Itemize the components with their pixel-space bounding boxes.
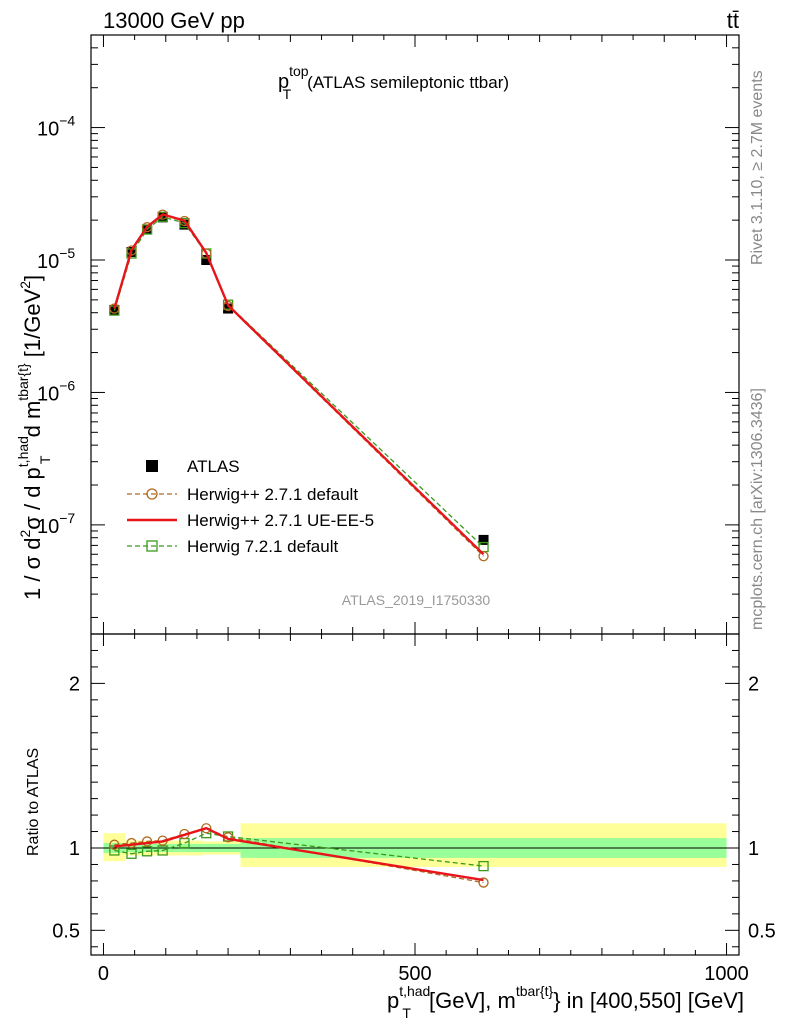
y-tick-label-1: 10−5 [37,245,75,273]
main-h271-point-0 [109,303,120,314]
header-process: tt̄ [727,8,739,33]
ratio-ueee5-line [114,826,484,882]
legend-label-3: Herwig 7.2.1 default [187,537,338,556]
ratio-tick-label-right-1: 1 [748,838,759,860]
header-energy: 13000 GeV pp [103,8,245,33]
x-tick-label-2: 1000 [704,963,749,985]
ratio-h721-point-2 [141,846,153,857]
y-tick-label-3: 10−7 [37,510,75,538]
main-h271-point-6 [222,300,234,312]
main-h271-point-5 [201,248,212,259]
plot-title-rest: (ATLAS semileptonic ttbar) [307,73,509,92]
y-tick-label-2: 10−6 [37,377,75,405]
x-tick-label-0: 0 [98,963,109,985]
ratio-h721-point-1 [126,848,137,859]
plot-title-sub: T [283,86,292,102]
main-h271-line [113,213,484,557]
y-axis-label: 1 / σ d2σ / d pt,had T d mtbar{t} [1/GeV2… [15,275,53,600]
ratio-tick-label-right-0: 0.5 [748,920,776,942]
plot-title: ptop T (ATLAS semileptonic ttbar) [278,63,509,102]
y-tick-label-0: 10−4 [37,113,75,141]
main-atlas-point-7 [478,534,489,545]
ratio-h271-point-7 [478,877,489,888]
ratio-y-axis-label: Ratio to ATLAS [25,748,42,856]
main-h271-point-7 [478,551,489,562]
ratio-frame [90,633,740,956]
main-atlas-point-4 [179,219,190,230]
ratio-tick-label-left-0: 0.5 [52,920,80,942]
main-ueee5-line [113,213,485,556]
legend-label-1: Herwig++ 2.7.1 default [187,485,358,504]
ratio-plot-layer [109,823,489,888]
legend-label-2: Herwig++ 2.7.1 UE-EE-5 [187,511,374,530]
legend: ATLAS Herwig++ 2.7.1 default Herwig++ 2.7.… [127,457,374,556]
ratio-h271-point-5 [201,823,212,834]
ratio-h721-point-3 [157,845,168,856]
ratio-h721-point-7 [478,860,489,872]
main-atlas-point-5 [201,255,212,266]
ratio-tick-label-right-2: 2 [748,673,759,695]
ratio-tick-label-left-1: 1 [69,838,80,860]
x-tick-label-1: 500 [398,963,431,985]
axes-layer: 0 500 1000 10−4 10−5 10−6 10−7 0.5 0.5 1 1 2 2 [37,34,776,985]
mcplots-label: mcplots.cern.ch [arXiv:1306.3436] [749,388,766,630]
legend-label-0: ATLAS [187,457,240,476]
rivet-version-label: Rivet 3.1.10, ≥ 2.7M events [749,70,766,265]
analysis-id: ATLAS_2019_I1750330 [342,592,491,608]
legend-atlas-marker [146,460,158,472]
ratio-uncertainty-bands [103,823,727,867]
ratio-tick-label-left-2: 2 [69,673,80,695]
legend-h271-marker [146,488,158,500]
plot-title-sup: top [289,63,309,79]
legend-h721-marker [146,540,158,552]
main-h271-point-1 [126,245,137,256]
main-h271-point-4 [179,215,190,227]
x-axis-label: pt,had T [GeV], mtbar{t}} in [400,550] [G… [387,983,744,1021]
main-h271-point-2 [141,222,153,233]
ratio-h271-point-0 [109,839,120,850]
plot-title-main: p [278,71,289,93]
main-plot-layer [109,209,489,562]
